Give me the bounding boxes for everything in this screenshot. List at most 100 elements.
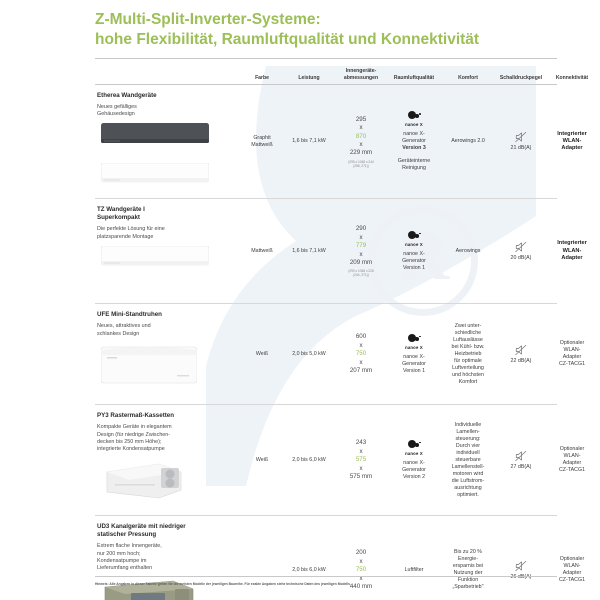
konnektivitaet-line-3: Adapter [561,145,583,152]
abmessungen-line-2: abmessungen [343,74,379,81]
cell-konnektivitaet: Integrierter WLAN- Adapter [547,199,597,303]
cell-farbe: Weiß [241,405,283,515]
konnektivitaet-line-1: Integrierter [557,130,587,137]
page-title: Z-Multi-Split-Inverter-Systeme: hohe Fle… [95,10,555,50]
product-description-cell: UD3 Kanalgeräte mit niedriger statischer … [95,516,241,600]
konnektivitaet-line-1: Integrierter [557,240,587,247]
cell-konnektivitaet: Integrierter WLAN- Adapter [547,85,597,198]
konnektivitaet-line-3: Adapter [562,354,582,361]
farbe-line-1: Graphit [253,134,271,141]
komfort-text: Zwei unter-schiedliche Luftauslässe bei Kü… [451,322,485,385]
nanoe-generator-line-1: nanoe X- [403,250,425,257]
product-subtitle: Kompakte Geräte in elegantem Design (für … [97,424,172,453]
cell-farbe: Graphit Mattweiß [241,85,283,198]
konnektivitaet-line-1: Optionaler [559,556,585,563]
cell-farbe: Mattweiß [241,199,283,303]
column-header-leistung: Leistung [298,74,320,81]
product-description-cell: Etherea Wandgeräte Neues gefälliges Gehäus… [95,85,241,198]
product-name: UFE Mini-Standtruhen [97,311,162,319]
speaker-mute-icon [514,132,526,143]
dimensions-value: 243 x 575 x 575 mm [349,439,373,481]
cell-komfort: Zwei unter-schiedliche Luftauslässe bei Kü… [441,304,495,404]
nanoe-generator-line-2: Generator [402,137,426,144]
konnektivitaet-line-2: WLAN- [562,138,582,144]
cell-schalldruckpegel: 22 dB(A) [495,304,547,404]
konnektivitaet-line-1: Optionaler [559,340,585,347]
nanoe-generator-line-2: Generator [402,466,426,473]
sound-pressure-value: 22 dB(A) [510,357,532,364]
nanoe-generator-version: Version 2 [402,473,426,480]
table-row[interactable]: TZ Wandgeräte I Superkompakt Die perfekte … [95,199,587,303]
cell-abmessungen: 600 x 750 x 207 mm [335,304,387,404]
product-name: TZ Wandgeräte I Superkompakt [97,206,145,222]
nanoe-generator-line-1: nanoe X- [403,130,425,137]
nanoe-wordmark: nanoe X [405,121,423,127]
cell-leistung: 2,0 bis 6,0 kW [292,566,326,573]
konnektivitaet-line-2: WLAN- [562,247,582,254]
table-row[interactable]: Etherea Wandgeräte Neues gefälliges Gehäus… [95,85,587,198]
wlan-adapter-model: CZ-TACG1 [558,467,586,474]
column-header-komfort: Komfort [458,74,478,81]
farbe-line-1: Weiß [255,456,269,463]
table-top-divider [95,58,557,59]
speaker-mute-icon [514,450,526,462]
konnektivitaet-line-3: Adapter [562,460,582,467]
cell-leistung: 2,0 bis 5,0 kW [292,350,326,357]
product-description-cell: TZ Wandgeräte I Superkompakt Die perfekte … [95,199,241,303]
table-footnote: Hinweis: Alle Angaben in dieser Tabelle … [95,582,351,586]
nanoe-generator-line-1: nanoe X- [403,353,425,360]
ducted-unit-image [104,580,194,600]
nanoe-wordmark: nanoe X [405,344,423,350]
cell-leistung: 1,6 bis 7,1 kW [292,138,326,145]
farbe-line-1: Mattweiß [251,247,273,254]
table-row[interactable]: UFE Mini-Standtruhen Neues, attraktives u… [95,304,585,404]
graphite-wall-unit-image [101,123,209,144]
dimensions-value: 295 x 870 x 229 mm [349,115,373,157]
komfort-text: Aerowings 2.0 [451,138,485,145]
farbe-line-1: Weiß [255,350,269,357]
nanoe-x-logo: nanoe X [405,440,423,457]
cell-raumluftqualitaet: nanoe X nanoe X- Generator Version 2 [387,405,441,515]
table-row[interactable]: PY3 Rastermaß-Kassetten Kompakte Geräte i… [95,405,585,515]
nanoe-blob-icon [406,231,422,240]
product-subtitle: Extrem flache Innengeräte, nur 200 mm hoc… [97,543,162,572]
cell-schalldruckpegel: 20 dB(A) [495,199,547,303]
nanoe-generator-version: Version 1 [402,264,426,271]
speaker-mute-icon [514,560,526,571]
table-body: Etherea Wandgeräte Neues gefälliges Gehäus… [95,85,587,600]
cell-raumluftqualitaet: nanoe X nanoe X- Generator Version 1 [387,199,441,303]
nanoe-wordmark: nanoe X [405,450,423,456]
cell-konnektivitaet: Optionaler WLAN- Adapter CZ-TACG1 [547,405,597,515]
table-row[interactable]: UD3 Kanalgeräte mit niedriger statischer … [95,516,585,600]
white-wall-unit-image [100,163,210,183]
cell-leistung: 1,6 bis 7,1 kW [292,247,326,254]
nanoe-x-logo: nanoe X [405,231,423,248]
cell-schalldruckpegel: 21 dB(A) [495,85,547,198]
cell-farbe: Weiß [241,304,283,404]
row-divider [95,515,557,517]
konnektivitaet-line-2: WLAN- [563,347,581,354]
cell-raumluftqualitaet: Luftfilter [387,516,441,600]
cell-konnektivitaet: Optionaler WLAN- Adapter CZ-TACG1 [547,304,597,404]
konnektivitaet-line-3: Adapter [562,570,582,577]
sound-pressure-value: 21 dB(A) [510,145,532,152]
nanoe-blob-icon [406,111,422,120]
cell-komfort: Aerowings 2.0 [441,85,495,198]
nanoe-x-logo: nanoe X [405,334,423,351]
product-description-cell: PY3 Rastermaß-Kassetten Kompakte Geräte i… [95,405,241,515]
column-header-farbe: Farbe [255,74,269,81]
farbe-line-2: Mattweiß [251,141,273,148]
product-name: PY3 Rastermaß-Kassetten [97,412,175,420]
nanoe-wordmark: nanoe X [405,241,423,247]
white-wall-unit-image [100,245,210,266]
cell-konnektivitaet: Optionaler WLAN- Adapter CZ-TACG1 [547,516,597,600]
nanoe-generator-line-2: Generator [402,360,426,367]
product-name: UD3 Kanalgeräte mit niedriger statischer … [97,523,186,539]
nanoe-generator-line-1: Luftfilter [404,566,424,573]
dimensions-value: 290 x 779 x 209 mm [349,225,373,267]
sound-pressure-value: 20 dB(A) [510,254,532,261]
cell-abmessungen: 243 x 575 x 575 mm [335,405,387,515]
cell-komfort: Individuelle Lamellen-steuerung: Durch vie… [441,405,495,515]
title-line-2: hohe Flexibilität, Raumluftqualität und … [95,31,480,48]
